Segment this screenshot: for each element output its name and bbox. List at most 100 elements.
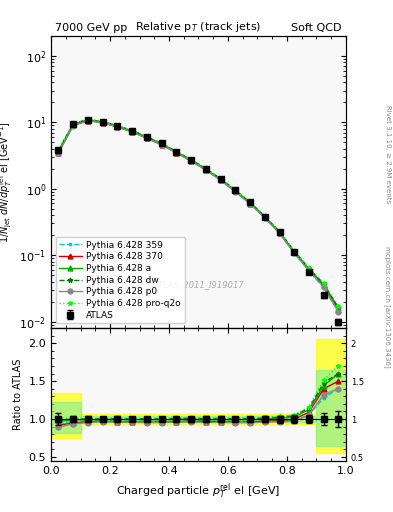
Pythia 6.428 pro-q2o — [56, 147, 61, 153]
Pythia 6.428 p0 — [204, 167, 208, 173]
Pythia 6.428 p0 — [145, 135, 149, 141]
Pythia 6.428 359 — [189, 158, 193, 164]
Line: Pythia 6.428 370: Pythia 6.428 370 — [56, 118, 341, 312]
Pythia 6.428 pro-q2o — [115, 122, 120, 129]
Pythia 6.428 359 — [321, 285, 326, 291]
Pythia 6.428 359 — [71, 122, 75, 128]
Pythia 6.428 a — [292, 248, 297, 254]
Pythia 6.428 dw — [115, 123, 120, 129]
Pythia 6.428 a — [277, 229, 282, 235]
Pythia 6.428 370 — [56, 150, 61, 156]
Pythia 6.428 dw — [56, 147, 61, 154]
Pythia 6.428 dw — [321, 281, 326, 287]
Line: Pythia 6.428 dw: Pythia 6.428 dw — [56, 117, 341, 310]
Pythia 6.428 dw — [263, 213, 267, 219]
Pythia 6.428 pro-q2o — [277, 228, 282, 234]
Pythia 6.428 a — [336, 305, 341, 311]
Pythia 6.428 359 — [130, 129, 134, 135]
Pythia 6.428 p0 — [263, 215, 267, 221]
Text: 7000 GeV pp: 7000 GeV pp — [55, 23, 127, 33]
Title: Relative p$_{T}$ (track jets): Relative p$_{T}$ (track jets) — [135, 20, 262, 34]
Pythia 6.428 370 — [130, 129, 134, 135]
Pythia 6.428 370 — [218, 177, 223, 183]
Pythia 6.428 370 — [174, 150, 179, 156]
Pythia 6.428 a — [56, 148, 61, 154]
Line: Pythia 6.428 359: Pythia 6.428 359 — [56, 118, 341, 314]
Pythia 6.428 a — [233, 187, 238, 194]
Pythia 6.428 a — [145, 134, 149, 140]
Pythia 6.428 p0 — [336, 309, 341, 315]
Pythia 6.428 359 — [233, 188, 238, 194]
Pythia 6.428 a — [321, 282, 326, 288]
Pythia 6.428 dw — [292, 248, 297, 254]
Pythia 6.428 359 — [159, 141, 164, 147]
Pythia 6.428 359 — [115, 123, 120, 130]
Pythia 6.428 a — [100, 119, 105, 125]
Pythia 6.428 p0 — [56, 151, 61, 157]
Pythia 6.428 pro-q2o — [174, 148, 179, 155]
Pythia 6.428 359 — [100, 119, 105, 125]
Pythia 6.428 p0 — [277, 230, 282, 237]
Pythia 6.428 370 — [145, 135, 149, 141]
Pythia 6.428 370 — [159, 142, 164, 148]
Text: ATLAS_2011_I919017: ATLAS_2011_I919017 — [153, 280, 244, 289]
Legend: Pythia 6.428 359, Pythia 6.428 370, Pythia 6.428 a, Pythia 6.428 dw, Pythia 6.42: Pythia 6.428 359, Pythia 6.428 370, Pyth… — [55, 237, 185, 324]
Pythia 6.428 dw — [233, 187, 238, 193]
Pythia 6.428 p0 — [71, 122, 75, 129]
Pythia 6.428 dw — [174, 148, 179, 155]
Pythia 6.428 a — [86, 117, 90, 123]
Pythia 6.428 370 — [277, 230, 282, 236]
Text: Soft QCD: Soft QCD — [292, 23, 342, 33]
Pythia 6.428 p0 — [174, 150, 179, 156]
Pythia 6.428 a — [115, 123, 120, 129]
Pythia 6.428 pro-q2o — [336, 303, 341, 309]
Pythia 6.428 370 — [100, 119, 105, 125]
Pythia 6.428 p0 — [189, 158, 193, 164]
Pythia 6.428 dw — [159, 140, 164, 146]
Text: Rivet 3.1.10, ≥ 2.9M events: Rivet 3.1.10, ≥ 2.9M events — [385, 104, 391, 203]
Y-axis label: $1/N_{\rm jet}\; dN/dp_T^{\rm rel}$ el [GeV$^{-1}$]: $1/N_{\rm jet}\; dN/dp_T^{\rm rel}$ el [… — [0, 121, 14, 243]
Pythia 6.428 370 — [263, 215, 267, 221]
Pythia 6.428 370 — [336, 307, 341, 313]
Pythia 6.428 p0 — [307, 268, 311, 274]
Pythia 6.428 p0 — [100, 120, 105, 126]
Pythia 6.428 a — [189, 157, 193, 163]
Pythia 6.428 dw — [277, 229, 282, 235]
Line: Pythia 6.428 p0: Pythia 6.428 p0 — [56, 118, 341, 314]
Pythia 6.428 pro-q2o — [159, 140, 164, 146]
Pythia 6.428 359 — [263, 215, 267, 221]
Pythia 6.428 a — [130, 127, 134, 134]
Pythia 6.428 a — [263, 214, 267, 220]
Pythia 6.428 370 — [115, 124, 120, 130]
Pythia 6.428 p0 — [115, 124, 120, 130]
Pythia 6.428 dw — [218, 176, 223, 182]
Pythia 6.428 pro-q2o — [263, 213, 267, 219]
Pythia 6.428 dw — [248, 199, 252, 205]
Pythia 6.428 370 — [189, 158, 193, 164]
Pythia 6.428 370 — [71, 122, 75, 129]
Y-axis label: Ratio to ATLAS: Ratio to ATLAS — [13, 359, 23, 430]
Pythia 6.428 359 — [86, 117, 90, 123]
Pythia 6.428 359 — [277, 230, 282, 236]
Pythia 6.428 359 — [145, 135, 149, 141]
Pythia 6.428 pro-q2o — [86, 116, 90, 122]
Pythia 6.428 pro-q2o — [307, 265, 311, 271]
Pythia 6.428 pro-q2o — [71, 120, 75, 126]
Pythia 6.428 a — [71, 121, 75, 127]
Pythia 6.428 pro-q2o — [233, 187, 238, 193]
Pythia 6.428 359 — [248, 200, 252, 206]
Pythia 6.428 pro-q2o — [204, 165, 208, 172]
Pythia 6.428 370 — [86, 118, 90, 124]
Pythia 6.428 359 — [218, 177, 223, 183]
Pythia 6.428 pro-q2o — [248, 199, 252, 205]
Text: mcplots.cern.ch [arXiv:1306.3436]: mcplots.cern.ch [arXiv:1306.3436] — [384, 246, 391, 368]
Pythia 6.428 359 — [336, 309, 341, 315]
Pythia 6.428 359 — [307, 268, 311, 274]
Pythia 6.428 dw — [145, 134, 149, 140]
Pythia 6.428 359 — [204, 166, 208, 173]
Line: Pythia 6.428 pro-q2o: Pythia 6.428 pro-q2o — [56, 117, 341, 309]
Pythia 6.428 370 — [248, 201, 252, 207]
Pythia 6.428 359 — [56, 148, 61, 155]
Pythia 6.428 a — [174, 149, 179, 155]
Pythia 6.428 a — [307, 266, 311, 272]
